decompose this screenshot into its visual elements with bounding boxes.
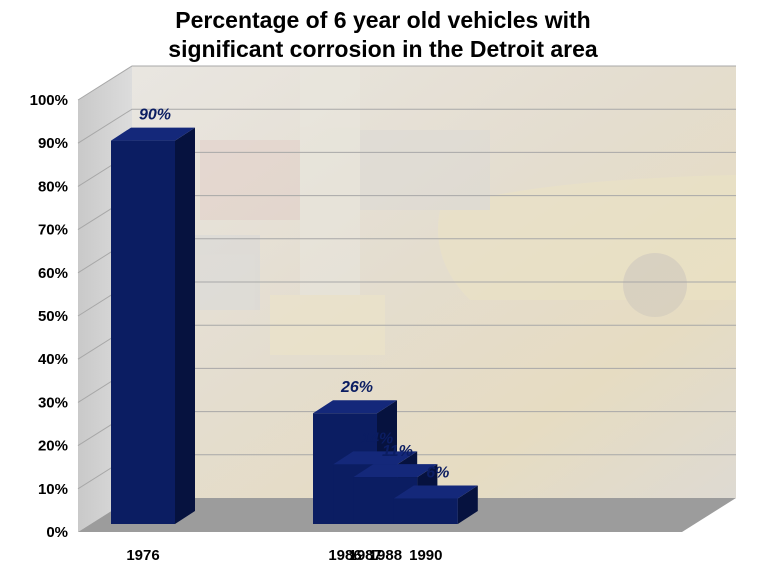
x-tick-label-1987: 1987 xyxy=(349,547,382,564)
data-labels: 90% 26% 14%11% 6% xyxy=(139,107,449,482)
chart-title-line-2: significant corrosion in the Detroit are… xyxy=(168,36,598,62)
bar-top-face xyxy=(393,485,478,499)
y-tick-label: 60% xyxy=(38,265,68,282)
bar-top-face xyxy=(313,400,397,414)
x-tick-label-1988: 1988 xyxy=(369,547,402,564)
bar-1990 xyxy=(393,485,478,524)
chart-title: Percentage of 6 year old vehicles with s… xyxy=(0,6,766,64)
y-tick-label: 90% xyxy=(38,135,68,152)
bar-top-face xyxy=(111,127,195,141)
y-tick-label: 0% xyxy=(46,524,68,541)
y-tick-label: 20% xyxy=(38,438,68,455)
y-axis-tick-labels: 0% 10% 20% 30% 40% 50% 60% 70% 80% 90% 100% xyxy=(30,92,68,541)
bar-side-face xyxy=(175,127,195,524)
x-tick-label-1976: 1976 xyxy=(126,547,159,564)
y-tick-label: 40% xyxy=(38,351,68,368)
bar-1976 xyxy=(111,127,195,524)
data-label-1990: 6% xyxy=(426,464,449,481)
bar-front-face xyxy=(111,140,175,524)
data-label-1987: 14% xyxy=(361,430,393,447)
y-tick-label: 50% xyxy=(38,308,68,325)
bar-front-face xyxy=(393,498,458,524)
y-tick-label: 70% xyxy=(38,222,68,239)
gridline xyxy=(77,108,736,144)
bar-top-face xyxy=(333,451,418,465)
data-label-1976: 90% xyxy=(139,107,171,124)
data-label-1986: 26% xyxy=(340,379,373,396)
bars xyxy=(111,127,478,524)
x-tick-label-1986: 1986 xyxy=(328,547,361,564)
bar-side-face xyxy=(457,485,478,524)
gridline xyxy=(77,65,736,101)
y-tick-label: 10% xyxy=(38,481,68,498)
y-tick-label: 100% xyxy=(30,92,68,109)
chart-title-line-1: Percentage of 6 year old vehicles with xyxy=(175,7,591,33)
y-tick-label: 30% xyxy=(38,394,68,411)
data-label-1988: 11% xyxy=(382,443,413,460)
y-tick-label: 80% xyxy=(38,178,68,195)
x-tick-label-1990: 1990 xyxy=(409,547,442,564)
bar-top-face xyxy=(353,464,438,478)
